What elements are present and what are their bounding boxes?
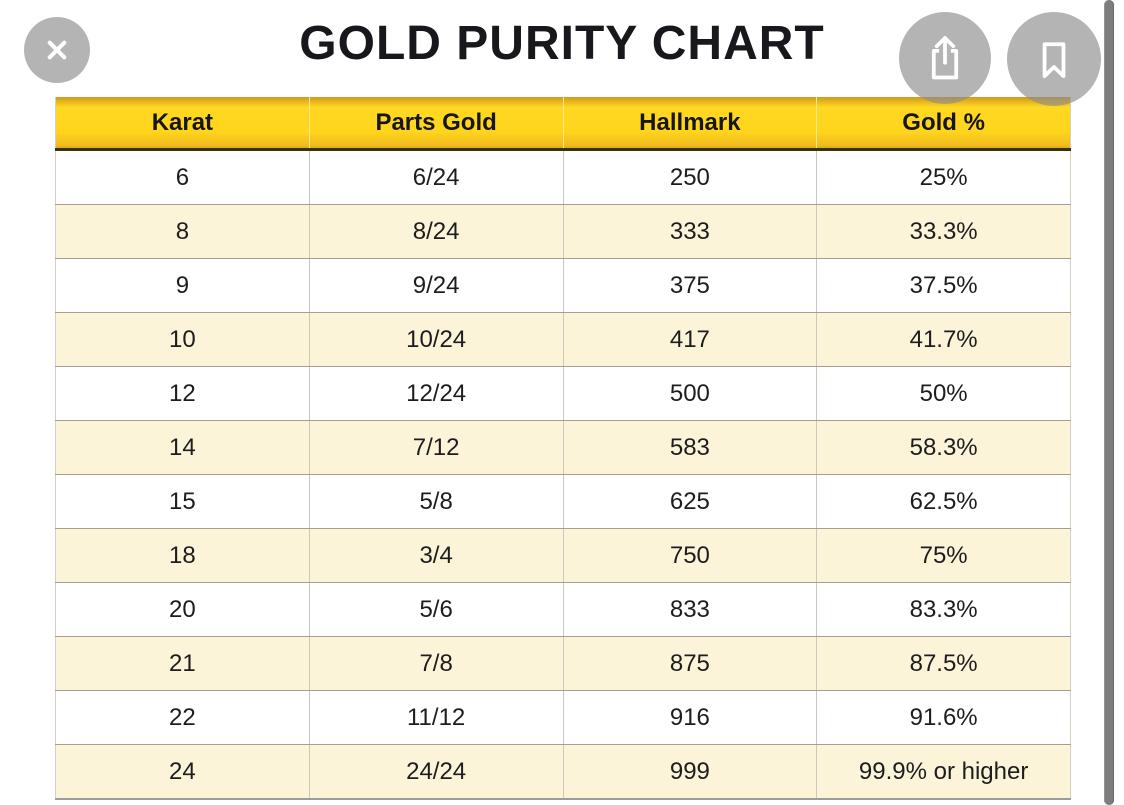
table-cell: 15 [55,474,310,529]
table-cell: 9 [55,258,310,313]
table-cell: 20 [55,582,310,637]
table-cell: 91.6% [816,690,1071,745]
table-cell: 87.5% [816,636,1071,691]
table-row: 12 12/24 500 50% [55,366,1071,421]
table-cell: 625 [562,474,817,529]
table-cell: 41.7% [816,312,1071,367]
table-row: 21 7/8 875 87.5% [55,636,1071,691]
table-cell: 3/4 [308,528,563,583]
table-row: 6 6/24 250 25% [55,149,1071,205]
table-cell: 10 [55,312,310,367]
table-cell: 6/24 [308,149,563,205]
page-title: GOLD PURITY CHART [299,17,825,70]
table-cell: 500 [562,366,817,421]
share-icon [919,32,971,84]
gold-purity-table: Karat Parts Gold Hallmark Gold % 6 6/24 25… [55,97,1071,800]
close-button[interactable] [24,17,90,83]
table-cell: 417 [562,312,817,367]
column-header-parts-gold: Parts Gold [308,97,563,151]
column-header-hallmark: Hallmark [562,97,817,151]
table-cell: 75% [816,528,1071,583]
table-cell: 50% [816,366,1071,421]
column-header-gold-pct: Gold % [816,97,1071,151]
table-cell: 33.3% [816,204,1071,259]
table-row: 9 9/24 375 37.5% [55,258,1071,313]
scrollbar[interactable] [1104,0,1114,805]
table-cell: 99.9% or higher [816,744,1071,800]
table-cell: 583 [562,420,817,475]
table-row: 8 8/24 333 33.3% [55,204,1071,259]
table-row: 20 5/6 833 83.3% [55,582,1071,637]
table-cell: 833 [562,582,817,637]
bookmark-icon [1028,33,1080,85]
table-cell: 875 [562,636,817,691]
table-cell: 375 [562,258,817,313]
table-cell: 916 [562,690,817,745]
table-cell: 8 [55,204,310,259]
table-cell: 12/24 [308,366,563,421]
table-cell: 83.3% [816,582,1071,637]
table-cell: 25% [816,149,1071,205]
table-cell: 5/6 [308,582,563,637]
table-cell: 750 [562,528,817,583]
table-row: 18 3/4 750 75% [55,528,1071,583]
table-cell: 10/24 [308,312,563,367]
table-header-row: Karat Parts Gold Hallmark Gold % [55,97,1071,151]
table-cell: 37.5% [816,258,1071,313]
table-cell: 999 [562,744,817,800]
share-button[interactable] [899,12,991,104]
bookmark-button[interactable] [1007,12,1101,106]
table-cell: 21 [55,636,310,691]
table-cell: 12 [55,366,310,421]
table-cell: 14 [55,420,310,475]
table-row: 22 11/12 916 91.6% [55,690,1071,745]
table-cell: 24 [55,744,310,800]
table-cell: 22 [55,690,310,745]
table-cell: 7/12 [308,420,563,475]
table-cell: 24/24 [308,744,563,800]
table-cell: 62.5% [816,474,1071,529]
table-cell: 9/24 [308,258,563,313]
table-body: 6 6/24 250 25% 8 8/24 333 33.3% 9 9/24 375 37.5% 10 1… [55,149,1071,800]
table-cell: 11/12 [308,690,563,745]
table-cell: 18 [55,528,310,583]
column-header-karat: Karat [55,97,310,151]
table-cell: 58.3% [816,420,1071,475]
table-row: 15 5/8 625 62.5% [55,474,1071,529]
close-icon [37,30,77,70]
table-row: 24 24/24 999 99.9% or higher [55,744,1071,800]
table-row: 14 7/12 583 58.3% [55,420,1071,475]
table-cell: 333 [562,204,817,259]
table-cell: 250 [562,149,817,205]
table-cell: 7/8 [308,636,563,691]
table-cell: 5/8 [308,474,563,529]
table-row: 10 10/24 417 41.7% [55,312,1071,367]
table-cell: 8/24 [308,204,563,259]
table-cell: 6 [55,149,310,205]
